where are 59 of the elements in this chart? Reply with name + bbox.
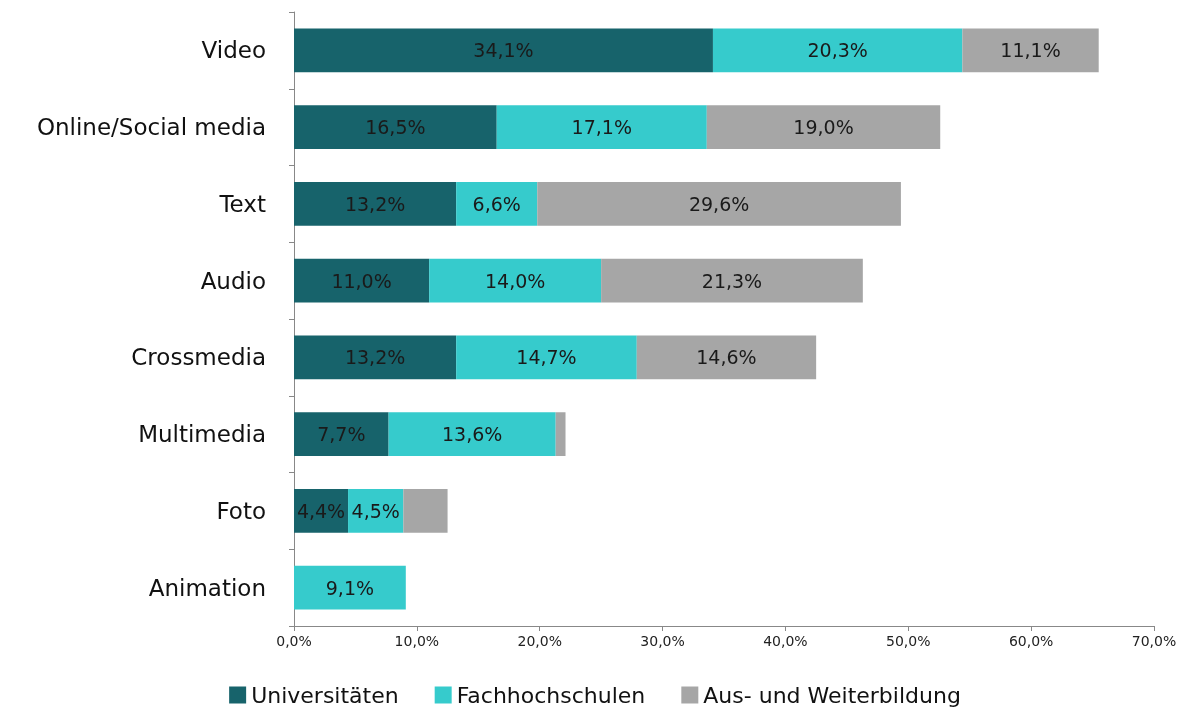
data-label: 13,6% [441,423,503,446]
data-label: 14,7% [516,346,577,369]
legend-label: Aus- und Weiterbildung [703,682,961,708]
data-label: 13,2% [344,346,406,369]
bar [456,182,538,226]
bar [555,412,566,456]
data-label: 14,6% [696,346,757,369]
x-tick-label: 70,0% [1131,633,1177,649]
bar [962,28,1099,73]
bar [294,412,389,456]
data-label: 17,1% [571,116,632,139]
bar [388,412,556,456]
y-tick-label: Video [201,37,266,64]
y-tick-label: Foto [216,497,266,524]
bar [636,335,817,380]
bar [294,105,497,149]
data-label: 29,6% [688,192,750,215]
bar [403,489,448,533]
data-label: 11,0% [331,269,392,292]
data-label: 19,0% [793,116,854,139]
x-tick-label: 50,0% [886,633,931,649]
bar [294,182,457,226]
legend-label: Fachhochschulen [456,682,646,708]
bar [294,335,457,380]
data-label: 11,1% [1000,39,1061,62]
bar [294,28,713,73]
x-tick-label: 20,0% [517,633,562,649]
data-label: 6,6% [472,192,521,215]
bar [537,182,901,226]
bar [294,258,430,303]
data-label: 16,5% [365,116,426,139]
data-label: 14,0% [484,269,546,292]
bar [429,258,602,303]
x-tick-label: 60,0% [1008,633,1054,649]
legend-label: Universitäten [251,682,399,708]
y-tick-label: Audio [200,267,266,294]
x-tick-label: 40,0% [763,633,808,649]
y-tick-label: Online/Social media [36,114,266,141]
bar [601,258,863,303]
data-label: 9,1% [325,576,375,599]
x-tick-label: 10,0% [394,633,440,649]
data-label: 21,3% [701,269,763,292]
y-tick-label: Animation [148,574,266,601]
data-label: 7,7% [317,423,366,446]
x-tick-label: 0,0% [276,633,312,649]
y-tick-label: Crossmedia [131,344,266,371]
bar [706,105,941,149]
bar [712,28,963,73]
bar [294,565,406,610]
data-label: 20,3% [807,39,868,62]
y-tick-label: Multimedia [138,421,266,448]
y-tick-label: Text [218,190,266,217]
data-label: 4,5% [351,499,400,522]
bar [456,335,637,380]
data-label: 13,2% [344,192,406,215]
bar [496,105,707,149]
data-label: 4,4% [296,499,346,522]
data-label: 34,1% [473,39,534,62]
x-tick-label: 30,0% [640,633,685,649]
